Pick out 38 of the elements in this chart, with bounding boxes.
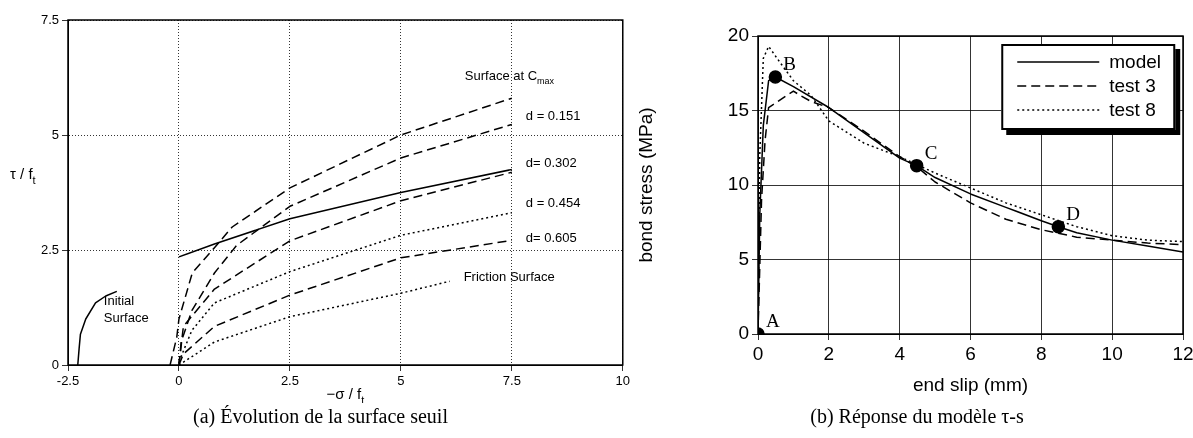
x-tick-label: 4 [894, 342, 906, 364]
text: (a) Évolution de la surface seuil [192, 405, 449, 428]
series-label: d= 0.302 [525, 154, 577, 170]
annotation: C [924, 141, 938, 163]
y-tick-label: 7.5 [40, 11, 59, 27]
annotation: A [766, 309, 780, 331]
x-tick-label: 10 [615, 373, 630, 389]
series-label: d= 0.605 [525, 229, 577, 245]
y-tick-label: 20 [727, 24, 749, 46]
y-tick-label: 5 [738, 247, 749, 269]
y-tick-label: 15 [727, 98, 749, 120]
x-tick-label: 0 [175, 373, 183, 389]
x-tick-label: 8 [1036, 342, 1047, 364]
x-tick-label: 7.5 [502, 373, 521, 389]
series-label: d = 0.454 [525, 195, 581, 211]
x-axis-title: end slip (mm) [912, 374, 1029, 396]
x-tick-label: 10 [1101, 342, 1123, 364]
x-tick-label: 12 [1172, 342, 1193, 364]
series-label: d = 0.151 [525, 108, 581, 123]
x-tick-label: 6 [965, 342, 976, 364]
series-label: Friction Surface [463, 268, 555, 284]
x-tick-label: -2.5 [56, 373, 80, 389]
y-tick-label: 5 [51, 126, 59, 142]
x-tick-label: 2 [823, 342, 835, 364]
text: (b) Réponse du modèle τ-s [809, 405, 1025, 428]
y-tick-label: 10 [727, 173, 749, 195]
x-tick-label: 2.5 [280, 373, 299, 389]
annotation: B [783, 52, 797, 74]
y-tick-label: 2.5 [40, 241, 59, 257]
legend-label: test 8 [1109, 98, 1156, 122]
legend-label: model [1109, 50, 1161, 74]
legend-label: test 3 [1109, 74, 1156, 98]
y-tick-label: 0 [738, 322, 749, 344]
y-axis-title: bond stress (MPa) [635, 107, 657, 263]
x-tick-label: 0 [752, 342, 764, 364]
x-tick-label: 5 [397, 373, 405, 389]
series-label: Initial Surface [103, 292, 149, 325]
annotation: D [1066, 202, 1081, 224]
